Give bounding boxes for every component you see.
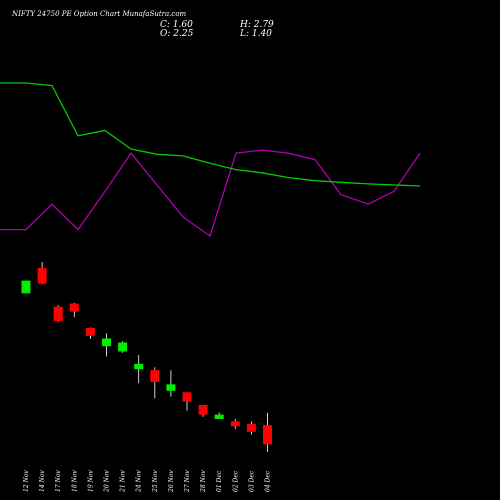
candle-body xyxy=(118,342,128,352)
x-tick-label: 21 Nov xyxy=(120,470,127,493)
x-tick-label: 26 Nov xyxy=(168,470,175,493)
x-tick-label: 12 Nov xyxy=(23,470,30,492)
x-tick-label: 27 Nov xyxy=(184,470,191,493)
moving-average-layer xyxy=(0,82,421,187)
candle xyxy=(214,412,224,419)
x-tick-label: 17 Nov xyxy=(55,470,62,492)
chart-title: NIFTY 24750 PE Option Chart MunafaSutra.… xyxy=(12,10,187,18)
candle-body xyxy=(37,268,47,284)
low-value: L: 1.40 xyxy=(240,29,272,39)
candle-body xyxy=(263,425,272,445)
x-tick-label: 02 Dec xyxy=(232,470,239,492)
x-tick-label: 19 Nov xyxy=(87,470,94,492)
candle-body xyxy=(53,306,63,321)
candle xyxy=(150,367,160,399)
candle xyxy=(102,333,111,357)
x-tick-label: 28 Nov xyxy=(200,470,207,493)
x-tick-label: 04 Dec xyxy=(265,470,272,492)
candle-body xyxy=(102,338,111,347)
candle xyxy=(37,262,47,285)
candle-body xyxy=(134,363,144,370)
close-value: C: 1.60 xyxy=(160,20,193,30)
x-axis-labels: 12 Nov 14 Nov 17 Nov 18 Nov 19 Nov 20 Nov 21 N… xyxy=(23,470,272,493)
candle-body xyxy=(85,327,95,336)
candle-body xyxy=(230,421,240,427)
oscillator-line xyxy=(0,149,421,238)
candle-body xyxy=(182,392,192,402)
candle-body xyxy=(214,414,224,419)
x-tick-label: 18 Nov xyxy=(71,470,78,492)
candle-body xyxy=(198,405,208,415)
x-tick-label: 03 Dec xyxy=(248,470,255,492)
candle xyxy=(166,370,176,397)
candle xyxy=(230,419,240,429)
candle xyxy=(85,327,95,339)
moving-average-line xyxy=(0,82,421,187)
x-tick-label: 14 Nov xyxy=(39,470,46,492)
candle-body xyxy=(69,303,79,312)
candle xyxy=(246,421,256,435)
candle-body xyxy=(150,370,160,382)
candle xyxy=(118,341,128,353)
candle xyxy=(69,303,79,318)
x-tick-label: 01 Dec xyxy=(216,470,223,492)
candles-layer xyxy=(21,262,272,452)
candle-body xyxy=(21,280,31,294)
candle xyxy=(134,355,144,384)
x-tick-label: 24 Nov xyxy=(136,470,143,493)
candle xyxy=(21,280,31,294)
candle xyxy=(198,405,208,417)
high-value: H: 2.79 xyxy=(240,20,274,30)
oscillator-layer xyxy=(0,149,421,238)
x-tick-label: 20 Nov xyxy=(104,470,111,493)
candle-body xyxy=(246,423,256,432)
candle-body xyxy=(166,384,176,391)
x-tick-label: 25 Nov xyxy=(152,470,159,493)
candle xyxy=(53,305,63,322)
candle xyxy=(263,412,272,452)
candle xyxy=(182,392,192,411)
open-value: O: 2.25 xyxy=(160,29,194,39)
